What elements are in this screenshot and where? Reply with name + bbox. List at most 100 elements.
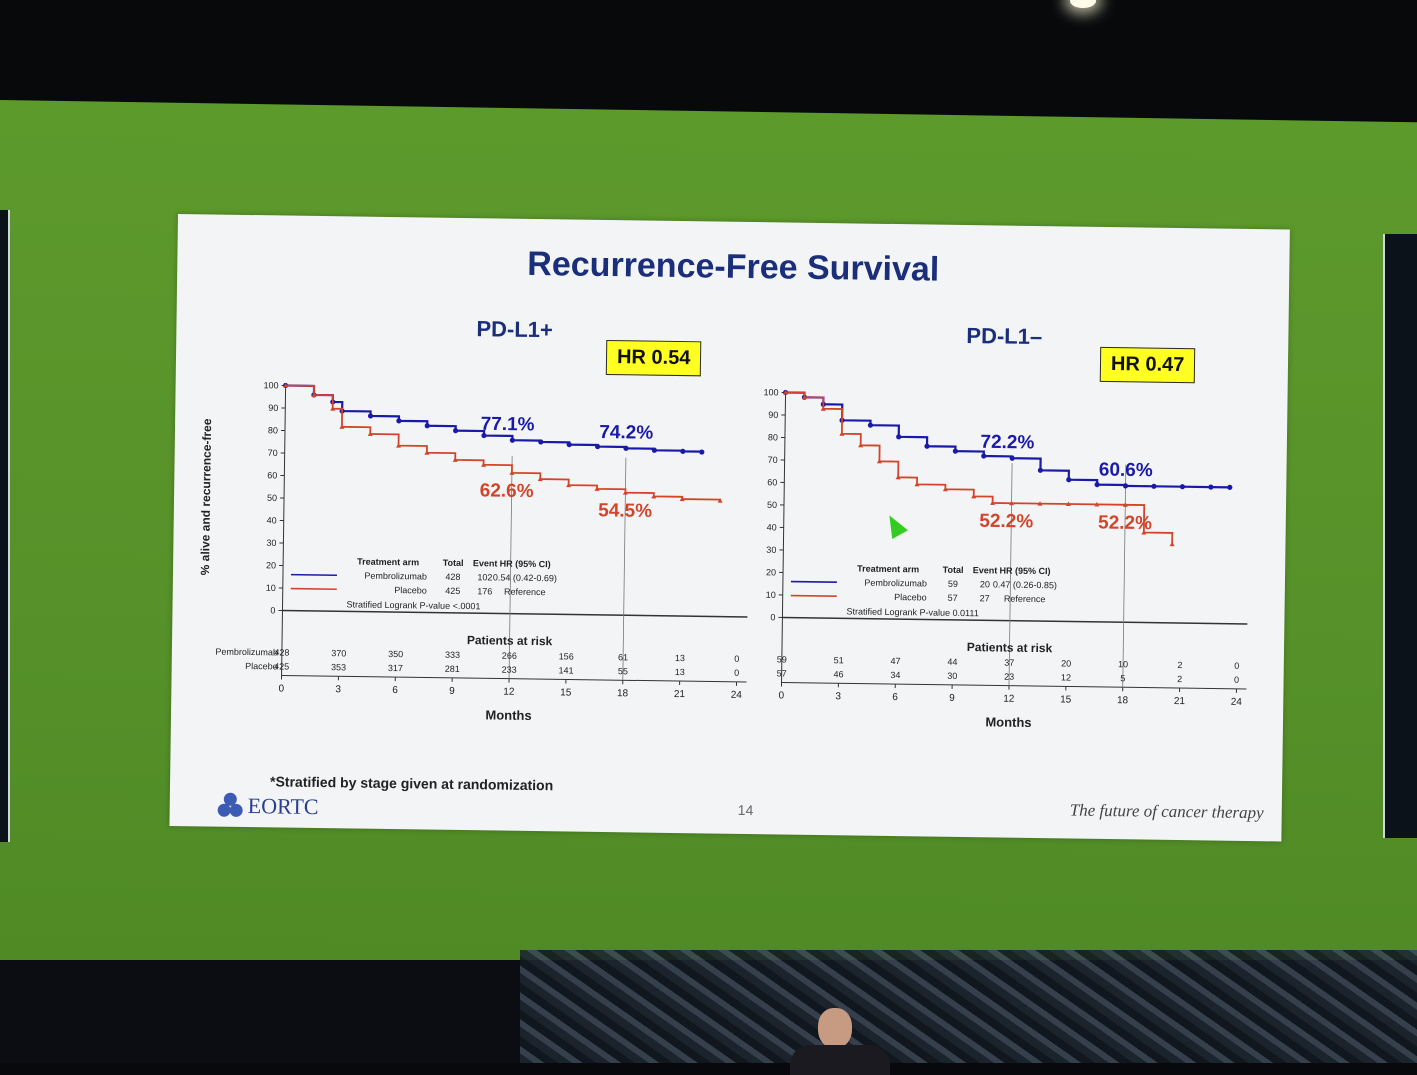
c1-risk-value-1-8: 0 (1234, 675, 1239, 685)
c0-legend-header-3: HR (95% CI) (500, 559, 551, 570)
c1-legend-pvalue: Stratified Logrank P-value 0.0111 (846, 606, 978, 618)
stage-light (1070, 0, 1096, 8)
c1-annotation-0: 72.2% (980, 432, 1034, 454)
c1-risk-value-1-5: 12 (1061, 672, 1071, 682)
c1-legend-event-1: 27 (980, 593, 990, 603)
footnote: *Stratified by stage given at randomizat… (270, 773, 553, 793)
c0-y-tick-label-0: 0 (270, 605, 275, 615)
c1-series-placebo-point-17 (1170, 542, 1175, 547)
c1-risk-value-0-0: 59 (777, 654, 787, 664)
c1-series-pembrolizumab-point-8 (981, 453, 986, 458)
c1-y-tick-label-6: 60 (767, 477, 777, 487)
c1-risk-value-1-3: 30 (947, 671, 957, 681)
c0-risk-title: Patients at risk (467, 633, 553, 648)
stage-backdrop-art (520, 950, 1417, 1063)
c1-risk-value-1-7: 2 (1177, 674, 1182, 684)
c1-x-tick-label-5: 15 (1060, 694, 1072, 705)
c1-legend-event-0: 20 (980, 579, 990, 589)
c1-risk-value-1-2: 34 (890, 670, 900, 680)
c1-risk-value-1-6: 5 (1120, 673, 1125, 683)
c0-legend-total-1: 425 (445, 586, 460, 596)
c0-x-axis-label: Months (485, 707, 531, 723)
c1-legend-swatch-0 (791, 582, 837, 583)
c0-risk-value-1-6: 55 (618, 666, 628, 676)
c1-risk-value-0-2: 47 (891, 656, 901, 666)
c1-risk-value-0-7: 2 (1177, 660, 1182, 670)
c0-y-tick-label-8: 80 (268, 425, 278, 435)
c0-legend-arm-1: Placebo (394, 585, 427, 595)
c1-series-pembrolizumab-point-15 (1180, 484, 1185, 489)
c0-risk-value-0-1: 370 (331, 648, 346, 658)
c0-series-pembrolizumab-point-9 (510, 438, 515, 443)
c1-y-tick-label-1: 10 (766, 590, 776, 600)
c1-risk-value-0-8: 0 (1234, 661, 1239, 671)
c0-legend-swatch-0 (291, 575, 337, 576)
c1-x-tick-label-0: 0 (778, 690, 784, 701)
c0-risk-row-label-1: Placebo (245, 661, 278, 671)
c1-y-tick-label-9: 90 (768, 410, 778, 420)
c1-risk-value-0-6: 10 (1118, 659, 1128, 669)
c1-y-axis (782, 393, 786, 683)
c1-series-pembrolizumab-point-5 (896, 434, 901, 439)
c0-risk-value-0-7: 13 (675, 653, 685, 663)
c1-annotation-3: 52.2% (1098, 512, 1152, 534)
c1-legend-total-1: 57 (948, 593, 958, 603)
c1-y-tick-label-5: 50 (767, 500, 777, 510)
c0-x-tick-label-2: 6 (392, 685, 398, 696)
page-number: 14 (738, 802, 754, 818)
c1-y-tick-label-10: 100 (763, 387, 778, 397)
c0-series-pembrolizumab-point-15 (680, 449, 685, 454)
c1-legend-arm-1: Placebo (894, 592, 927, 602)
ceiling-background (0, 0, 1417, 110)
c0-legend-hr-0: 0.54 (0.42-0.69) (493, 572, 557, 583)
c0-risk-row-label-0: Pembrolizumab (215, 647, 278, 658)
c0-risk-value-1-7: 13 (675, 667, 685, 677)
eortc-logo: EORTC (218, 793, 319, 820)
c0-risk-value-0-0: 428 (274, 647, 289, 657)
c0-y-tick-label-9: 90 (268, 403, 278, 413)
c1-annotation-1: 60.6% (1099, 460, 1153, 482)
right-side-screen (1383, 234, 1417, 838)
c1-legend-total-0: 59 (948, 579, 958, 589)
c0-risk-value-0-2: 350 (388, 649, 403, 659)
c0-series-pembrolizumab-point-4 (368, 413, 373, 418)
c1-series-pembrolizumab-point-10 (1038, 468, 1043, 473)
logo-text: EORTC (248, 793, 319, 820)
left-side-screen (0, 210, 10, 842)
c0-series-pembrolizumab-point-16 (699, 449, 704, 454)
c1-x-axis (782, 617, 1247, 623)
c1-ref-line-18 (1123, 465, 1126, 687)
c1-legend-hr-0: 0.47 (0.26-0.85) (993, 579, 1057, 590)
c1-series-pembrolizumab-point-7 (953, 448, 958, 453)
c1-risk-value-0-5: 20 (1061, 658, 1071, 668)
c0-annotation-2: 62.6% (480, 480, 534, 502)
c0-risk-value-1-3: 281 (445, 664, 460, 674)
c0-x-tick-label-4: 12 (503, 687, 515, 698)
c0-legend-header-1: Total (443, 558, 464, 568)
c1-annotation-2: 52.2% (979, 511, 1033, 533)
c0-x-tick-label-8: 24 (731, 690, 743, 701)
c0-series-pembrolizumab-point-5 (396, 418, 401, 423)
c0-legend-total-0: 428 (445, 572, 460, 582)
speaker-head (818, 1008, 852, 1048)
c1-x-axis-label: Months (985, 714, 1031, 730)
c0-legend-arm-0: Pembrolizumab (364, 571, 427, 582)
c1-risk-value-1-4: 23 (1004, 672, 1014, 682)
c1-x-tick-label-6: 18 (1117, 695, 1129, 706)
c1-series-pembrolizumab-point-14 (1151, 484, 1156, 489)
c1-legend-swatch-1 (791, 596, 837, 597)
c0-y-tick-label-10: 100 (264, 380, 279, 390)
c0-y-tick-label-5: 50 (267, 493, 277, 503)
c0-legend-event-1: 176 (477, 586, 492, 596)
c0-series-pembrolizumab-point-6 (425, 423, 430, 428)
c0-y-tick-label-3: 30 (266, 538, 276, 548)
tagline: The future of cancer therapy (1070, 801, 1264, 824)
c1-legend-header-2: Event (973, 565, 998, 575)
c1-series-pembrolizumab-point-16 (1208, 484, 1213, 489)
c0-legend-header-0: Treatment arm (357, 557, 419, 568)
c1-series-pembrolizumab-point-12 (1094, 482, 1099, 487)
c1-legend-header-3: HR (95% CI) (1000, 566, 1051, 577)
speaker-body (790, 1045, 890, 1075)
c1-legend-hr-1: Reference (1004, 594, 1046, 605)
